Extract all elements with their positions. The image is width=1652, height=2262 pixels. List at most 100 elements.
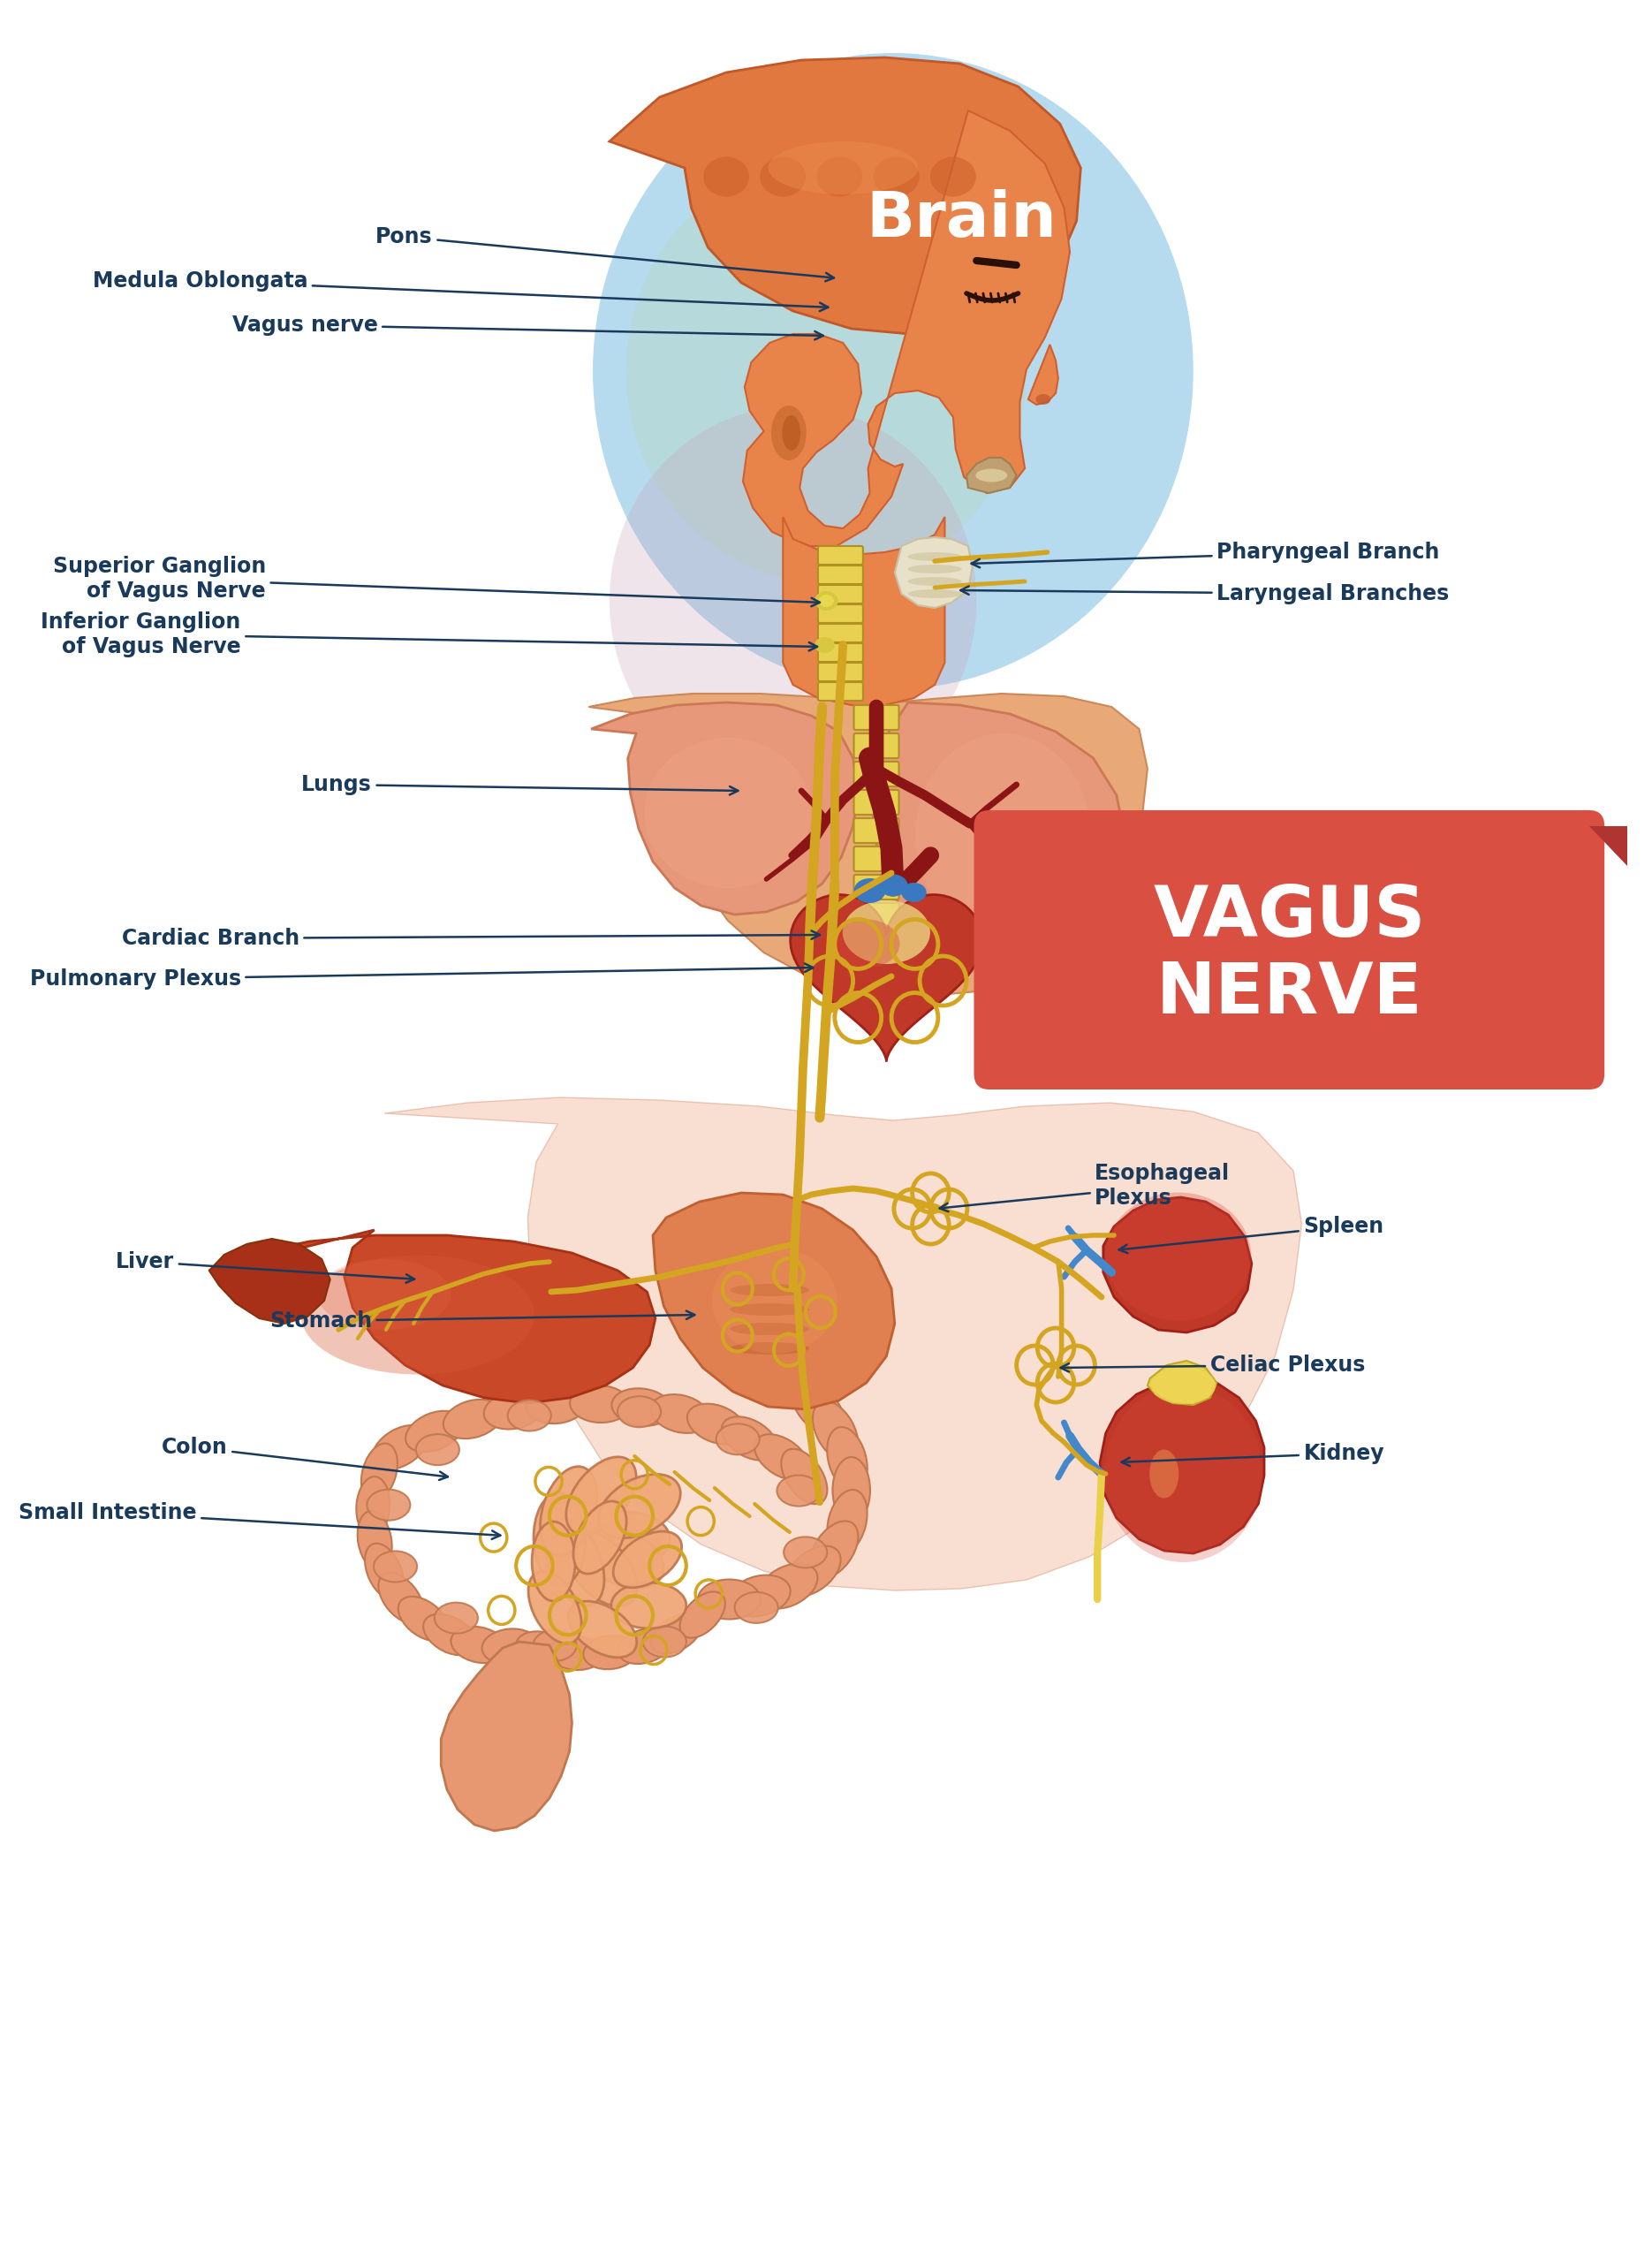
Text: Cardiac Branch: Cardiac Branch — [122, 927, 819, 950]
Ellipse shape — [833, 918, 900, 968]
Ellipse shape — [722, 1416, 778, 1461]
Polygon shape — [210, 1240, 330, 1323]
Ellipse shape — [907, 577, 961, 586]
FancyBboxPatch shape — [854, 875, 899, 900]
Circle shape — [626, 158, 1026, 584]
Text: Pons: Pons — [375, 226, 834, 280]
Text: Inferior Ganglion
of Vagus Nerve: Inferior Ganglion of Vagus Nerve — [41, 611, 818, 658]
Ellipse shape — [730, 1323, 809, 1335]
Ellipse shape — [715, 1423, 760, 1454]
Polygon shape — [966, 457, 1016, 493]
Text: Small Intestine: Small Intestine — [18, 1502, 501, 1538]
Ellipse shape — [423, 1615, 476, 1656]
Ellipse shape — [362, 1443, 398, 1502]
Ellipse shape — [367, 1488, 410, 1520]
Ellipse shape — [768, 143, 919, 195]
Ellipse shape — [398, 1597, 449, 1640]
Text: Vagus nerve: Vagus nerve — [231, 314, 823, 339]
Ellipse shape — [643, 1626, 686, 1658]
Polygon shape — [441, 1642, 572, 1830]
Polygon shape — [743, 111, 1070, 545]
Ellipse shape — [879, 875, 907, 896]
Polygon shape — [1100, 1378, 1264, 1554]
Ellipse shape — [611, 1583, 686, 1629]
FancyBboxPatch shape — [818, 683, 862, 701]
Ellipse shape — [697, 1579, 760, 1620]
Ellipse shape — [704, 156, 750, 197]
Ellipse shape — [776, 1475, 821, 1506]
Ellipse shape — [1036, 394, 1051, 405]
Ellipse shape — [809, 1520, 857, 1579]
FancyBboxPatch shape — [818, 624, 862, 642]
FancyBboxPatch shape — [818, 604, 862, 622]
Ellipse shape — [545, 1518, 605, 1606]
Ellipse shape — [814, 590, 838, 611]
FancyBboxPatch shape — [818, 663, 862, 681]
Ellipse shape — [482, 1629, 539, 1665]
Ellipse shape — [843, 900, 930, 964]
Ellipse shape — [781, 416, 801, 450]
Text: Laryngeal Branches: Laryngeal Branches — [960, 584, 1449, 604]
Ellipse shape — [583, 1511, 671, 1568]
Ellipse shape — [416, 1434, 459, 1466]
Ellipse shape — [874, 156, 919, 197]
Ellipse shape — [644, 737, 811, 889]
Polygon shape — [1148, 1362, 1216, 1405]
FancyBboxPatch shape — [975, 810, 1604, 1090]
Ellipse shape — [317, 1260, 451, 1330]
Ellipse shape — [816, 156, 862, 197]
Ellipse shape — [373, 1552, 416, 1581]
Ellipse shape — [712, 1249, 838, 1353]
Ellipse shape — [1105, 1192, 1251, 1321]
Ellipse shape — [1151, 1366, 1216, 1405]
Polygon shape — [1028, 344, 1059, 405]
Ellipse shape — [507, 1400, 552, 1432]
Ellipse shape — [573, 1502, 626, 1574]
Ellipse shape — [484, 1391, 544, 1430]
Ellipse shape — [570, 1384, 629, 1423]
Ellipse shape — [568, 1601, 636, 1658]
Ellipse shape — [540, 1466, 598, 1556]
Polygon shape — [210, 1231, 656, 1402]
Polygon shape — [1104, 1197, 1252, 1332]
Text: Celiac Plexus: Celiac Plexus — [1061, 1355, 1365, 1375]
Circle shape — [593, 52, 1193, 690]
Ellipse shape — [730, 1341, 809, 1355]
Text: Stomach: Stomach — [269, 1310, 694, 1332]
Circle shape — [610, 407, 976, 796]
Ellipse shape — [1150, 1450, 1180, 1497]
Text: Esophageal
Plexus: Esophageal Plexus — [940, 1163, 1231, 1212]
Text: Kidney: Kidney — [1122, 1443, 1384, 1466]
Ellipse shape — [902, 882, 927, 903]
Ellipse shape — [613, 1531, 682, 1588]
FancyBboxPatch shape — [854, 706, 899, 731]
Polygon shape — [610, 57, 1080, 335]
Ellipse shape — [611, 1389, 671, 1425]
Ellipse shape — [819, 595, 834, 606]
Ellipse shape — [687, 1405, 745, 1443]
Ellipse shape — [527, 1387, 586, 1423]
FancyBboxPatch shape — [818, 642, 862, 663]
Polygon shape — [385, 1097, 1302, 1590]
Ellipse shape — [357, 1511, 392, 1570]
Ellipse shape — [907, 566, 961, 575]
Ellipse shape — [854, 878, 885, 903]
Ellipse shape — [618, 1396, 661, 1427]
Polygon shape — [895, 538, 973, 608]
FancyBboxPatch shape — [854, 733, 899, 758]
Ellipse shape — [828, 1427, 867, 1491]
Ellipse shape — [771, 405, 806, 461]
Ellipse shape — [434, 1601, 477, 1633]
Text: VAGUS: VAGUS — [1153, 882, 1426, 952]
Ellipse shape — [451, 1626, 507, 1663]
Polygon shape — [653, 1192, 895, 1409]
Text: Spleen: Spleen — [1118, 1217, 1384, 1253]
Ellipse shape — [567, 1457, 636, 1536]
Text: Brain: Brain — [866, 188, 1057, 249]
Text: NERVE: NERVE — [1156, 959, 1422, 1029]
Ellipse shape — [814, 638, 834, 654]
Text: Lungs: Lungs — [301, 774, 738, 796]
Ellipse shape — [760, 156, 806, 197]
FancyBboxPatch shape — [818, 586, 862, 604]
Ellipse shape — [930, 156, 976, 197]
